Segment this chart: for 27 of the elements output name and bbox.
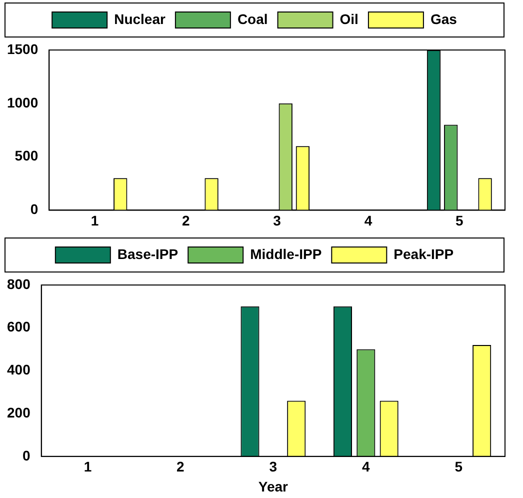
x-tick-label: 4 — [362, 458, 370, 475]
legend-label: Oil — [340, 10, 358, 27]
x-tick-label: 4 — [364, 212, 372, 228]
y-tick-label: 200 — [7, 404, 31, 420]
y-tick-label: 800 — [7, 276, 31, 292]
y-tick-label: 1000 — [6, 94, 38, 110]
legend-label: Gas — [430, 10, 458, 27]
legend-label: Nuclear — [114, 10, 166, 27]
x-axis-title: Year — [258, 478, 289, 494]
x-tick-label: 3 — [273, 212, 282, 228]
x-tick-label: 2 — [182, 212, 190, 228]
x-tick-label: 1 — [90, 212, 99, 228]
x-tick-label: 5 — [454, 458, 463, 475]
legend-label: Middle-IPP — [250, 246, 322, 262]
y-tick-label: 1500 — [6, 40, 38, 57]
y-tick-label: 0 — [30, 201, 38, 218]
y-tick-label: 500 — [14, 148, 38, 164]
legend-label: Base-IPP — [117, 246, 178, 262]
y-tick-label: 0 — [22, 447, 31, 464]
x-tick-label: 5 — [456, 212, 464, 228]
x-tick-label: 3 — [269, 458, 278, 475]
legend-label: Peak-IPP — [394, 246, 454, 262]
x-tick-label: 1 — [84, 458, 92, 475]
y-tick-label: 600 — [7, 318, 31, 335]
x-tick-label: 2 — [176, 458, 185, 475]
y-tick-label: 400 — [7, 362, 31, 378]
legend-label: Coal — [237, 10, 268, 27]
